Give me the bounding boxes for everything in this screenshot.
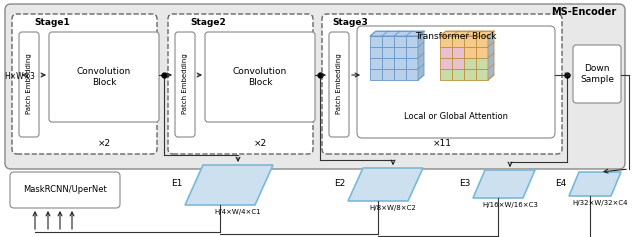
Polygon shape [473,170,535,198]
Bar [382,58,394,69]
Text: H/16×W/16×C3: H/16×W/16×C3 [482,202,538,208]
Bar [464,69,476,80]
Text: E4: E4 [556,178,566,187]
Text: Stage1: Stage1 [34,18,70,27]
Bar [440,47,452,58]
Text: E2: E2 [334,178,346,187]
Text: E3: E3 [460,178,470,187]
Bar [440,58,452,69]
Text: Local or Global Attention: Local or Global Attention [404,111,508,120]
Text: ×2: ×2 [97,140,111,149]
Bar [394,36,406,47]
Bar [394,69,406,80]
Bar [452,36,464,47]
Text: E1: E1 [172,178,182,187]
Bar [370,69,382,80]
Bar [476,47,488,58]
FancyBboxPatch shape [19,32,39,137]
Polygon shape [185,165,273,205]
Bar [406,69,418,80]
Polygon shape [418,31,424,80]
Bar [440,36,452,47]
Bar [370,47,382,58]
Bar [452,47,464,58]
Text: MS-Encoder: MS-Encoder [552,7,616,17]
Bar [464,36,476,47]
Bar [452,58,464,69]
Bar [406,58,418,69]
Text: Convolution
Block: Convolution Block [233,67,287,87]
Bar [370,58,382,69]
Bar [382,47,394,58]
Text: ×11: ×11 [433,140,451,149]
Bar [464,58,476,69]
Bar [406,47,418,58]
Polygon shape [569,172,621,196]
Bar [370,36,382,47]
Polygon shape [488,31,494,80]
Text: Stage3: Stage3 [332,18,368,27]
Polygon shape [440,31,494,36]
Bar [406,36,418,47]
FancyBboxPatch shape [5,4,625,169]
Polygon shape [348,168,423,201]
FancyBboxPatch shape [12,14,157,154]
Text: H×W×3: H×W×3 [4,72,35,81]
FancyBboxPatch shape [322,14,562,154]
FancyBboxPatch shape [10,172,120,208]
FancyBboxPatch shape [168,14,313,154]
Bar [464,47,476,58]
Bar [394,58,406,69]
Text: Patch Embedding: Patch Embedding [336,54,342,114]
Polygon shape [370,31,424,36]
Text: Stage2: Stage2 [190,18,226,27]
Bar [476,36,488,47]
Text: H/32×W/32×C4: H/32×W/32×C4 [572,200,628,206]
Text: Patch Embedding: Patch Embedding [182,54,188,114]
FancyBboxPatch shape [205,32,315,122]
FancyBboxPatch shape [49,32,159,122]
Text: Convolution
Block: Convolution Block [77,67,131,87]
Bar [394,47,406,58]
Bar [476,69,488,80]
Text: Patch Embedding: Patch Embedding [26,54,32,114]
Text: MaskRCNN/UperNet: MaskRCNN/UperNet [23,186,107,195]
Bar [440,69,452,80]
Bar [382,36,394,47]
FancyBboxPatch shape [175,32,195,137]
FancyBboxPatch shape [329,32,349,137]
Text: Down
Sample: Down Sample [580,64,614,84]
Text: H/4×W/4×C1: H/4×W/4×C1 [214,209,261,215]
FancyBboxPatch shape [357,26,555,138]
Bar [452,69,464,80]
Text: ×2: ×2 [253,140,267,149]
Text: Transformer Block: Transformer Block [415,32,497,41]
Bar [476,58,488,69]
Text: H/8×W/8×C2: H/8×W/8×C2 [370,205,417,211]
Bar [382,69,394,80]
FancyBboxPatch shape [573,45,621,103]
